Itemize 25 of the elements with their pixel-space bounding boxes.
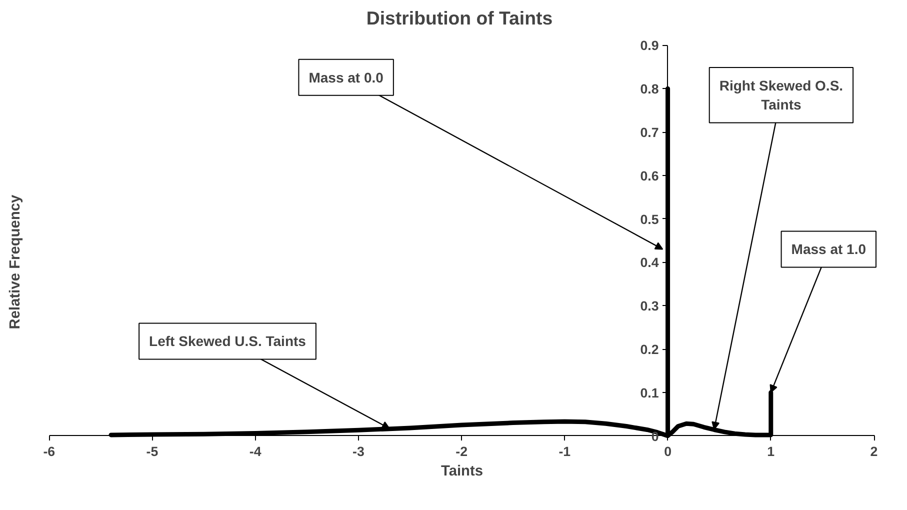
annotation: Right Skewed O.S. Taints — [719, 78, 844, 113]
annotation: Mass at 1.0 — [791, 241, 866, 258]
y-axis-title: Relative Frequency — [8, 194, 24, 330]
annotation: Mass at 0.0 — [308, 69, 384, 86]
x-tick-label: -6 — [43, 444, 56, 459]
y-tick-label: 0.2 — [640, 342, 659, 358]
x-tick-label: 1 — [767, 444, 776, 459]
x-tick-label: -5 — [146, 444, 159, 459]
x-tick-label: -2 — [456, 444, 468, 459]
x-axis-title: Taints — [440, 464, 484, 480]
y-tick-label: 0.7 — [640, 125, 659, 140]
y-tick-label: 0.3 — [640, 298, 659, 314]
chart-title: Distribution of Taints — [366, 8, 553, 28]
y-tick-label: 0.9 — [640, 38, 659, 54]
y-tick-label: 0.4 — [640, 255, 660, 270]
y-tick-label: 0.8 — [640, 82, 659, 97]
x-tick-label: 0 — [664, 444, 672, 459]
y-tick-label: 0.5 — [640, 212, 660, 227]
x-tick-label: -1 — [558, 444, 572, 459]
x-tick-label: 2 — [870, 444, 878, 459]
annotation: Left Skewed U.S. Taints — [149, 333, 306, 350]
x-tick-label: -4 — [249, 444, 262, 459]
x-tick-label: -3 — [352, 444, 364, 459]
y-tick-label: 0.1 — [640, 385, 660, 400]
y-tick-label: 0.6 — [640, 168, 659, 184]
